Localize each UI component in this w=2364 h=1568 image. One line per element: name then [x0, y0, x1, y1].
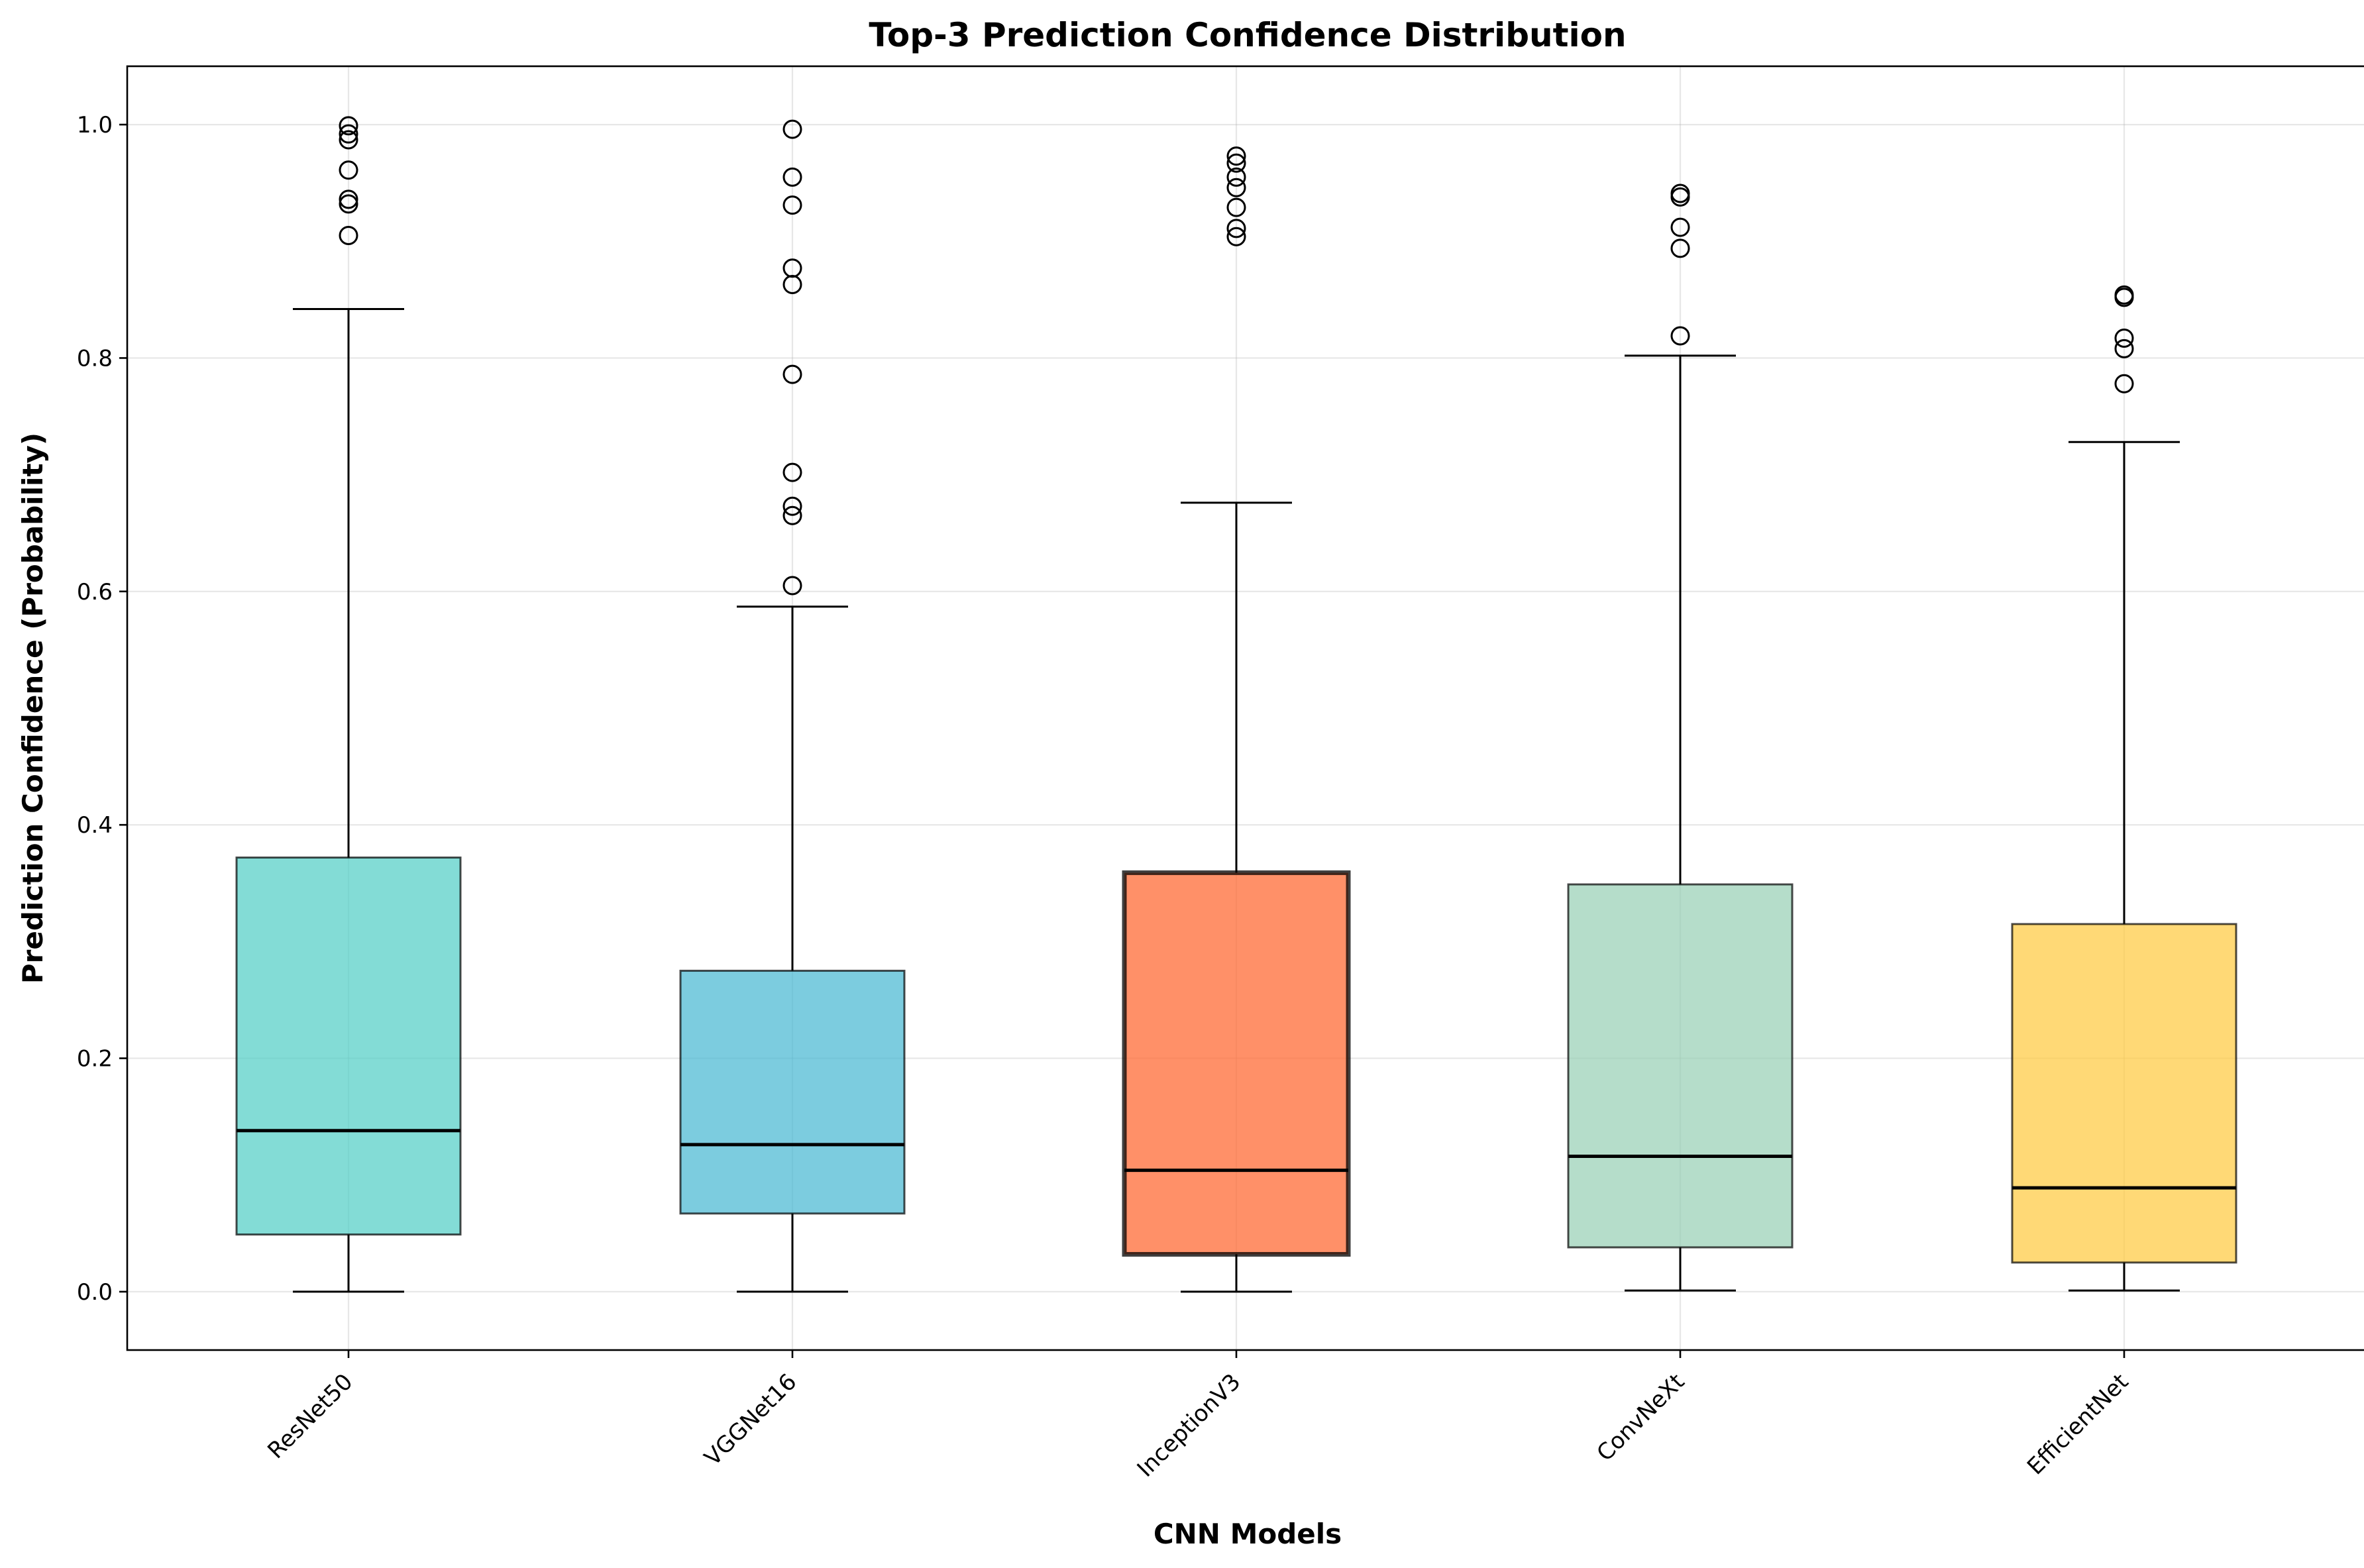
outlier-point [782, 195, 802, 215]
x-tick-label: ResNet50 [262, 1369, 358, 1464]
box-vggnet16 [679, 119, 906, 1293]
outlier-point [782, 496, 802, 516]
box-body [2011, 923, 2237, 1264]
y-tick-label: 0.2 [77, 1046, 113, 1072]
outlier-point [782, 258, 802, 278]
box-body [235, 857, 462, 1236]
y-tick-label: 0.0 [77, 1279, 113, 1306]
outlier-point [339, 124, 358, 144]
box-body [679, 969, 906, 1215]
outlier-point [782, 505, 802, 525]
boxes [235, 116, 2237, 1293]
plot-frame [126, 65, 2364, 1351]
x-tick-label: InceptionV3 [1132, 1369, 1246, 1483]
box-convnext [1567, 183, 1794, 1292]
box-resnet50 [235, 116, 462, 1293]
outlier-point [2114, 374, 2134, 393]
outlier-point [2114, 339, 2134, 358]
outlier-point [2114, 329, 2134, 348]
outlier-point [339, 160, 358, 180]
x-tick-label: ConvNeXt [1591, 1369, 1690, 1467]
box-efficientnet [2011, 285, 2237, 1292]
box-body [1567, 883, 1794, 1249]
outlier-point [1226, 227, 1246, 246]
outlier-point [1226, 178, 1246, 197]
x-tick-label: EfficientNet [2022, 1369, 2133, 1480]
outlier-point [1670, 217, 1690, 237]
outlier-point [782, 167, 802, 187]
x-axis-ticks: ResNet50 VGGNet16 InceptionV3 ConvNeXt Effic… [262, 1350, 2133, 1483]
x-axis-label: CNN Models [1154, 1518, 1342, 1550]
outlier-point [782, 364, 802, 384]
y-tick-label: 1.0 [77, 112, 113, 138]
y-tick-label: 0.6 [77, 579, 113, 605]
box-inceptionv3 [1122, 146, 1351, 1293]
y-axis-label: Prediction Confidence (Probability) [17, 433, 49, 984]
y-tick-label: 0.4 [77, 812, 113, 839]
outlier-point [1226, 219, 1246, 238]
x-tick-label: VGGNet16 [700, 1369, 802, 1471]
outlier-point [2114, 285, 2134, 305]
outlier-point [1670, 326, 1690, 346]
outlier-point [782, 119, 802, 139]
outlier-point [339, 130, 358, 150]
chart-title: Top-3 Prediction Confidence Distribution [869, 16, 1626, 54]
outlier-point [339, 225, 358, 245]
outlier-point [782, 576, 802, 596]
outlier-point [1226, 167, 1246, 187]
outlier-point [339, 189, 358, 209]
y-axis-ticks: 0.0 0.2 0.4 0.6 0.8 1.0 [77, 112, 127, 1306]
outlier-point [339, 116, 358, 136]
y-tick-label: 0.8 [77, 345, 113, 372]
box-body [1122, 870, 1351, 1257]
outlier-point [1226, 153, 1246, 173]
outlier-point [1226, 197, 1246, 217]
outlier-point [782, 462, 802, 482]
outlier-point [1670, 238, 1690, 258]
outlier-point [1670, 183, 1690, 203]
outlier-point [339, 194, 358, 214]
outlier-point [1226, 146, 1246, 166]
